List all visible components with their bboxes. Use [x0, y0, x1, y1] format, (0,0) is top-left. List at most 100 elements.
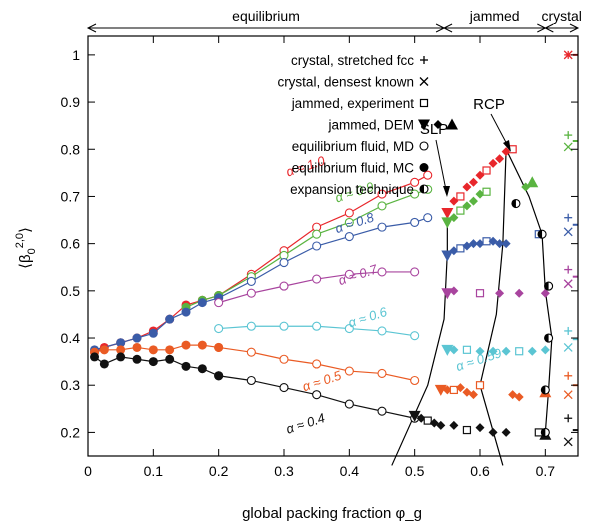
jammed-point [540, 288, 550, 298]
md-point [344, 269, 354, 279]
jammed-point [475, 170, 485, 180]
jammed-point [449, 385, 458, 395]
expansion-point [511, 198, 521, 209]
jammed-point [488, 346, 498, 356]
y-axis-label: ⟨β02,0⟩ [14, 227, 38, 269]
mc-point [116, 345, 126, 355]
md-point [246, 276, 256, 286]
x-tick-label: 0.4 [340, 463, 360, 479]
cross-b [563, 279, 573, 289]
md-point [377, 222, 387, 232]
md-point [410, 189, 420, 199]
cross-b [563, 142, 573, 152]
jammed-point [441, 344, 454, 356]
jammed-point [482, 187, 491, 196]
x-tick-label: 0 [84, 463, 92, 479]
series-line [94, 356, 415, 419]
jammed-point [441, 207, 454, 219]
series-label: α ≈ 0.5 [301, 367, 344, 394]
jammed-point [488, 427, 498, 437]
x-tick-label: 0.5 [405, 463, 425, 479]
legend-label: jammed, experiment [291, 96, 415, 111]
half-fill [544, 282, 549, 291]
boundary-line-rcp [479, 149, 507, 466]
mc-point [197, 298, 207, 308]
half-fill [420, 185, 424, 193]
md-point [344, 399, 354, 409]
legend-marker [419, 77, 429, 86]
mc-point [148, 357, 158, 367]
md-point [279, 281, 289, 291]
cross-b [419, 77, 429, 86]
legend-marker [433, 120, 443, 129]
y-tick-label: 0.6 [61, 236, 81, 252]
jammed-point [434, 384, 447, 396]
md-point [344, 324, 354, 334]
jammed-point [441, 250, 454, 262]
crystal-densest-point [563, 390, 573, 400]
jammed-point [449, 286, 459, 296]
jammed-point [416, 413, 426, 423]
jammed-point [456, 244, 465, 253]
region-arrow-left [544, 23, 554, 33]
md-point [279, 257, 289, 268]
jammed-point [462, 201, 472, 211]
x-tick-label: 0.7 [536, 463, 556, 479]
expansion-point [537, 229, 547, 239]
jammed-point [475, 346, 485, 356]
legend-label: crystal, densest known [277, 75, 414, 90]
jammed-point [501, 239, 511, 249]
mc-point [197, 340, 207, 350]
expansion-point [544, 333, 554, 343]
cross-b [563, 50, 573, 60]
half-fill [511, 199, 516, 208]
md-point [246, 347, 256, 357]
mc-point [116, 338, 126, 348]
jammed-point [475, 289, 485, 298]
md-point [344, 366, 354, 376]
jammed-point [462, 182, 472, 192]
series-label: α ≈ 0.6 [346, 304, 389, 331]
region-label: equilibrium [232, 8, 300, 24]
jammed-point [482, 166, 491, 175]
jammed-point [449, 420, 459, 430]
series-label: α ≈ 0.4 [284, 410, 327, 437]
md-point [377, 267, 387, 277]
legend-label: equilibrium fluid, MD [292, 139, 415, 154]
legend-marker [419, 163, 429, 172]
md-point [312, 390, 322, 400]
md-point [312, 274, 322, 284]
mc-point [214, 342, 224, 352]
cross-b [563, 343, 573, 352]
jammed-point [455, 383, 465, 393]
region-arrow [569, 23, 580, 33]
crystal-fcc-point [564, 326, 573, 335]
cross-b [563, 390, 573, 400]
jammed-point [423, 416, 432, 425]
md-point [377, 189, 387, 199]
mc-point [148, 345, 158, 355]
md-point [410, 375, 420, 386]
series-3 [214, 265, 578, 308]
region-label: crystal [541, 8, 581, 24]
legend-marker [419, 141, 429, 151]
crystal-fcc-point [564, 414, 573, 423]
mc-point [181, 340, 191, 350]
crystal-fcc-point [564, 265, 573, 274]
legend-marker [420, 56, 428, 64]
mc-point [165, 354, 175, 364]
plot-area: α ≈ 1.0α ≈ 0.9α ≈ 0.8α ≈ 0.7α ≈ 0.6α ≈ 0… [90, 50, 578, 466]
legend-marker [418, 119, 430, 131]
jammed-point [468, 196, 478, 206]
axis-ticks: 0 0.1 0.2 0.3 0.4 0.5 0.6 0.7 0.2 0.3 0.4 0.5 0.6 0.7… [61, 36, 578, 479]
half-fill [538, 230, 543, 239]
md-point [344, 208, 354, 218]
md-point [377, 406, 387, 416]
crystal-densest-point [563, 279, 573, 289]
jammed-point [501, 427, 511, 437]
y-tick-label: 0.7 [61, 188, 81, 204]
md-point [423, 213, 433, 223]
jammed-point [462, 425, 472, 435]
mc-point [99, 345, 109, 355]
